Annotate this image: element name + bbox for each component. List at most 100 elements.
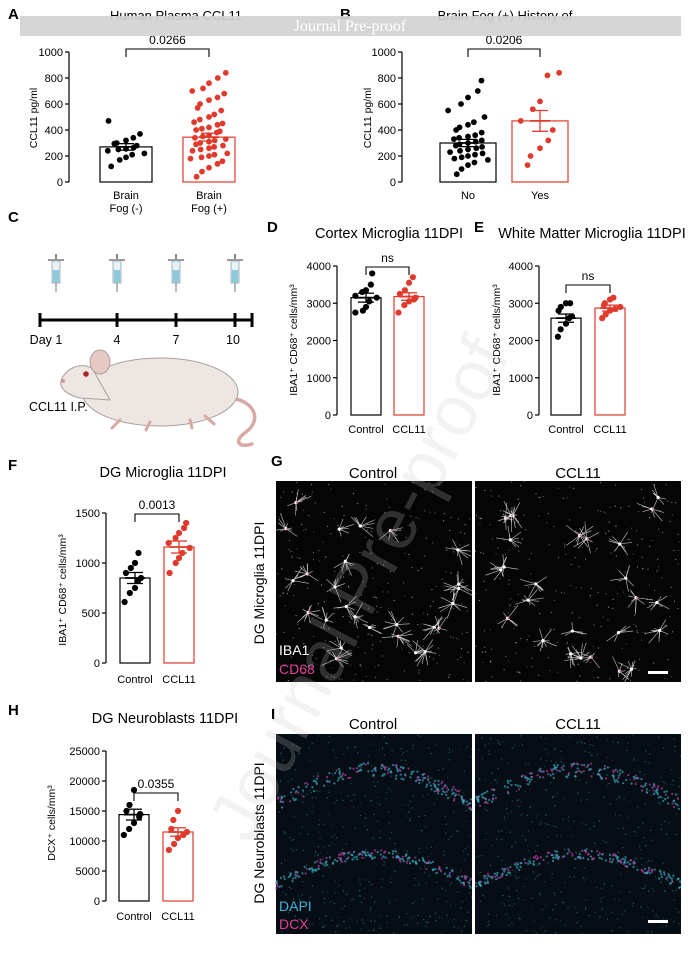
granule-cell [451,869,454,872]
granule-cell [457,793,460,796]
nucleus [580,799,582,801]
granule-cell [677,877,680,880]
data-point [172,534,179,542]
nucleus [515,877,518,880]
granule-cell [337,777,341,780]
granule-cell [383,773,386,776]
nucleus [496,782,499,784]
granule-cell [547,772,550,776]
granule-cell [282,875,285,878]
speckle [455,541,457,543]
granule-cell [347,776,350,779]
speckle [579,532,581,534]
speckle [386,679,388,681]
granule-cell [401,858,404,861]
nucleus [636,865,638,868]
data-point [181,524,188,532]
speckle [333,570,336,573]
granule-cell [280,796,283,799]
microglia-cell [333,595,357,621]
speckle [648,584,651,586]
speckle [420,623,422,625]
nucleus [284,832,286,834]
data-point [218,107,225,114]
speckle [334,640,336,642]
speckle [659,633,661,636]
speckle [661,531,664,533]
granule-cell [622,862,625,866]
nucleus [618,899,620,901]
speckle [323,511,325,514]
nucleus [650,794,652,796]
nucleus [488,923,490,926]
granule-cell [624,858,627,861]
nucleus [335,799,338,802]
granule-cell [351,858,354,861]
data-point [189,147,196,154]
granule-cell [405,854,408,857]
nucleus [449,904,452,907]
nucleus [426,847,429,849]
granule-cell [551,770,554,773]
nucleus [540,823,542,825]
granule-cell [484,791,487,794]
speckle [432,542,434,544]
speckle [337,525,339,527]
nucleus [584,908,587,911]
granule-cell [598,852,601,855]
granule-cell [535,854,538,857]
nucleus [394,849,397,851]
nucleus [545,904,547,906]
nucleus [394,842,396,845]
nucleus [672,877,675,879]
nucleus [636,806,639,808]
nucleus [283,747,286,749]
speckle [446,549,448,551]
nucleus [337,924,339,926]
dentate-gyrus-tissue [275,733,682,935]
nucleus [297,799,300,801]
speckle [508,660,510,662]
nucleus [294,769,297,771]
nucleus [378,837,381,839]
speckle [333,676,335,678]
granule-cell [580,763,583,767]
granule-cell [380,849,383,852]
nucleus [512,869,514,871]
granule-cell [663,873,666,876]
data-point [373,294,380,301]
granule-cell [460,875,464,878]
granule-cell [599,776,602,779]
granule-cell [606,766,609,769]
granule-cell [660,875,663,879]
speckle [507,611,509,613]
nucleus [489,864,492,867]
nucleus [370,800,373,802]
granule-cell [672,874,675,877]
speckle [425,537,427,539]
nucleus [568,876,571,878]
speckle [597,647,600,649]
nucleus [352,898,354,900]
microglia-cell [644,619,669,644]
nucleus [325,915,327,917]
speckle [570,630,572,632]
nucleus [389,902,391,904]
granule-cell [315,782,318,786]
banner-text: Journal Pre-proof [294,18,407,35]
speckle [432,491,434,493]
granule-cell [323,784,326,787]
granule-cell [621,770,624,773]
speckle [408,553,410,556]
granule-cell [613,778,616,781]
nucleus [380,886,383,889]
granule-cell [553,766,556,769]
nucleus [423,918,425,921]
nucleus [592,744,594,747]
nucleus [347,795,349,798]
nucleus [292,838,295,841]
granule-cell [357,769,360,772]
data-point [211,144,218,150]
speckle [371,644,374,646]
syringe-icon [109,254,125,292]
